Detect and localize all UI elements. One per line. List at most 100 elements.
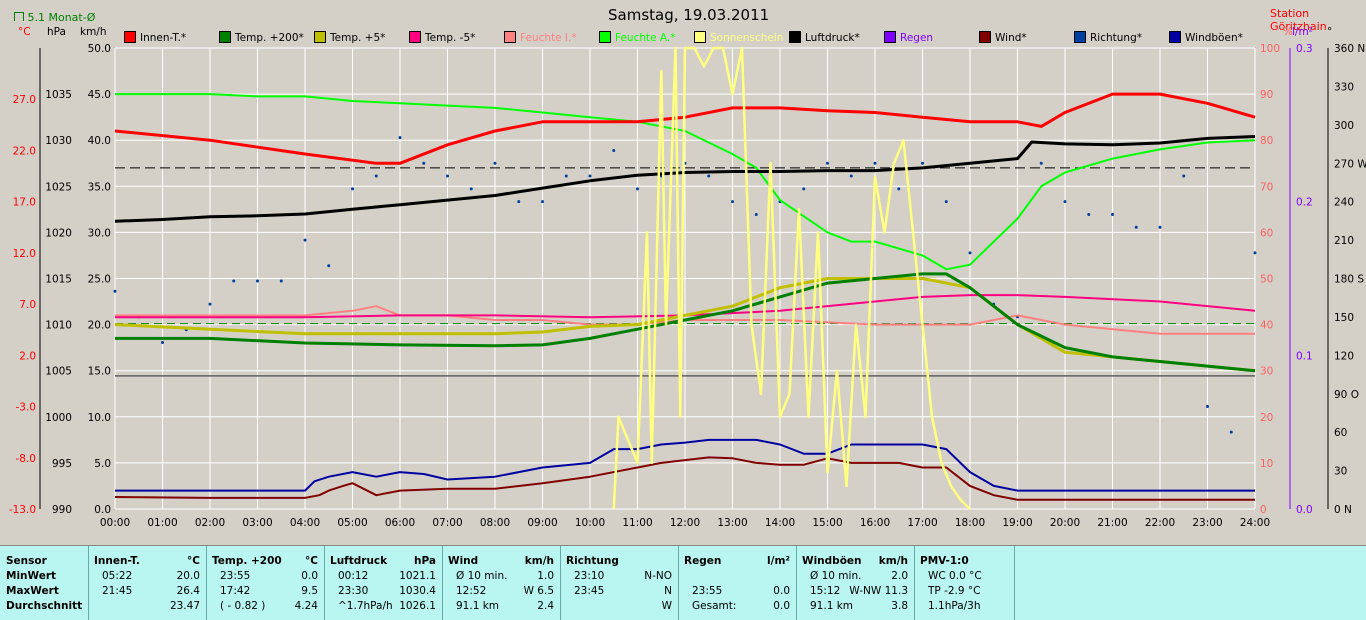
temp-tick-label: 17.0 bbox=[13, 197, 36, 209]
stats-header-label: Sensor bbox=[6, 555, 47, 567]
series-point-richtung bbox=[374, 174, 378, 178]
stats-row: ^1.7hPa/h 1026.1 bbox=[324, 599, 442, 614]
x-tick-label: 19:00 bbox=[1002, 517, 1032, 529]
series-point-richtung bbox=[469, 187, 473, 191]
stats-column-innen: Innen-T. °C 05:22 20.0 21:45 26.4 23.47 bbox=[88, 546, 207, 620]
stats-column-boeen: Windböen km/h Ø 10 min. 2.0 15:12 W-NW 11.3 91… bbox=[796, 546, 915, 620]
x-tick-label: 13:00 bbox=[717, 517, 747, 529]
x-tick-label: 02:00 bbox=[195, 517, 225, 529]
legend-swatch bbox=[1074, 31, 1086, 43]
unit-pct: % bbox=[1283, 26, 1293, 38]
x-tick-label: 03:00 bbox=[242, 517, 272, 529]
stats-row-label: Durchschnitt bbox=[6, 600, 83, 612]
stats-value: 0.0 bbox=[301, 570, 318, 582]
series-line-windb-en bbox=[115, 438, 1255, 492]
series-point-richtung bbox=[113, 289, 117, 293]
x-tick-label: 00:00 bbox=[100, 517, 130, 529]
stats-value: N bbox=[664, 585, 672, 597]
stats-value: 23.47 bbox=[169, 600, 200, 612]
pressure-tick-label: 995 bbox=[52, 458, 72, 470]
stats-value: 1026.1 bbox=[399, 600, 436, 612]
stats-value: 3.8 bbox=[891, 600, 908, 612]
wind-tick-label: 50.0 bbox=[88, 43, 111, 55]
checkbox-icon[interactable] bbox=[14, 12, 24, 21]
station-name: Station Göritzhain bbox=[1270, 7, 1327, 33]
humidity-tick-label: 60 bbox=[1260, 227, 1273, 239]
wind-tick-label: 25.0 bbox=[88, 274, 111, 286]
humidity-tick-label: 0 bbox=[1260, 504, 1267, 516]
legend-item[interactable]: Temp. +5* bbox=[314, 31, 385, 45]
stats-row: Gesamt: 0.0 bbox=[678, 599, 796, 614]
stats-row: 23.47 bbox=[88, 599, 206, 614]
legend-item[interactable]: Windböen* bbox=[1169, 31, 1243, 45]
stats-row-label: MaxWert bbox=[6, 585, 59, 597]
series-point-richtung bbox=[849, 174, 853, 178]
legend-label: Wind* bbox=[995, 32, 1027, 44]
humidity-tick-label: 40 bbox=[1260, 320, 1273, 332]
stats-column-wind: Wind km/h Ø 10 min. 1.0 12:52 W 6.5 91.1 km 2.4 bbox=[442, 546, 561, 620]
legend-item[interactable]: Temp. -5* bbox=[409, 31, 475, 45]
direction-tick-label: 120 bbox=[1334, 350, 1354, 362]
x-tick-label: 23:00 bbox=[1192, 517, 1222, 529]
stats-time: Gesamt: bbox=[692, 600, 737, 612]
x-tick-label: 17:00 bbox=[907, 517, 937, 529]
series-point-richtung bbox=[232, 279, 236, 283]
stats-header: Innen-T. °C bbox=[88, 554, 206, 569]
series-line-feuchte-a bbox=[115, 93, 1256, 271]
stats-value: 2.4 bbox=[537, 600, 554, 612]
series-line-temp-5 bbox=[114, 277, 1256, 373]
x-tick-label: 11:00 bbox=[622, 517, 652, 529]
stats-header-unit: km/h bbox=[524, 555, 554, 567]
stats-row: 17:42 9.5 bbox=[206, 584, 324, 599]
legend-swatch bbox=[979, 31, 991, 43]
stats-row: MaxWert bbox=[0, 584, 88, 599]
humidity-tick-label: 100 bbox=[1260, 43, 1280, 55]
legend-item[interactable]: Luftdruck* bbox=[789, 31, 860, 45]
series-point-richtung bbox=[588, 174, 592, 178]
stats-header-unit: km/h bbox=[878, 555, 908, 567]
legend-label: Innen-T.* bbox=[140, 32, 187, 44]
wind-tick-label: 30.0 bbox=[88, 227, 111, 239]
stats-time: WC 0.0 °C bbox=[928, 570, 982, 582]
series-point-richtung bbox=[208, 302, 212, 306]
rain-tick-label: 0.1 bbox=[1296, 350, 1313, 362]
x-tick-label: 06:00 bbox=[385, 517, 415, 529]
legend-item[interactable]: Feuchte I.* bbox=[504, 31, 577, 45]
legend-item[interactable]: Temp. +200* bbox=[219, 31, 304, 45]
pressure-tick-label: 1015 bbox=[45, 274, 72, 286]
stats-time: 15:12 bbox=[810, 585, 841, 597]
legend-item[interactable]: Regen bbox=[884, 31, 933, 45]
series-point-richtung bbox=[422, 161, 426, 165]
series-point-richtung bbox=[398, 136, 402, 140]
legend-item[interactable]: Richtung* bbox=[1074, 31, 1142, 45]
series-point-richtung bbox=[1039, 161, 1043, 165]
stats-column-regen: Regen l/m² 23:55 0.0 Gesamt: 0.0 bbox=[678, 546, 797, 620]
legend-swatch bbox=[1169, 31, 1181, 43]
stats-time: 23:10 bbox=[574, 570, 605, 582]
stats-value: 1030.4 bbox=[399, 585, 436, 597]
stats-row: Ø 10 min. 1.0 bbox=[442, 569, 560, 584]
series-point-richtung bbox=[754, 212, 758, 216]
series-point-richtung bbox=[1111, 212, 1114, 216]
legend-item[interactable]: Innen-T.* bbox=[124, 31, 186, 45]
legend-item[interactable]: Sonnenschein bbox=[694, 31, 783, 45]
stats-header-unit: °C bbox=[305, 555, 318, 567]
temp-tick-label: -13.0 bbox=[9, 504, 36, 516]
x-tick-label: 10:00 bbox=[575, 517, 605, 529]
stats-header: Windböen km/h bbox=[796, 554, 914, 569]
x-tick-label: 22:00 bbox=[1145, 517, 1175, 529]
stats-row: 23:10 N-NO bbox=[560, 569, 678, 584]
series-point-richtung bbox=[1063, 200, 1067, 204]
stats-header: Temp. +200 °C bbox=[206, 554, 324, 569]
temp-tick-label: -8.0 bbox=[16, 453, 37, 465]
series-point-richtung bbox=[446, 174, 449, 178]
direction-tick-label: 270 W bbox=[1334, 158, 1366, 170]
stats-panel: Sensor MinWert MaxWert Durchschnitt Innen-T.… bbox=[0, 545, 1366, 620]
series-point-richtung bbox=[921, 161, 924, 165]
legend-swatch bbox=[409, 31, 421, 43]
pressure-tick-label: 1010 bbox=[45, 320, 72, 332]
stats-row: 05:22 20.0 bbox=[88, 569, 206, 584]
legend-item[interactable]: Feuchte A.* bbox=[599, 31, 676, 45]
legend-item[interactable]: Wind* bbox=[979, 31, 1027, 45]
stats-value: 26.4 bbox=[176, 585, 200, 597]
